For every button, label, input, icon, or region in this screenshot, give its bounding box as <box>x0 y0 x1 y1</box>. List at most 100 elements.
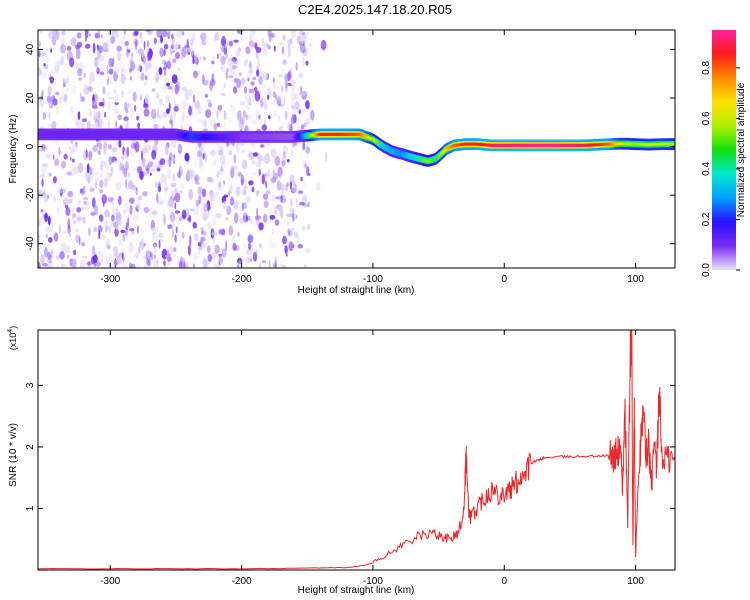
noise-blob <box>146 40 150 47</box>
noise-blob <box>282 59 287 65</box>
noise-blob <box>65 207 71 217</box>
noise-blob <box>158 98 163 105</box>
noise-blob <box>126 146 130 157</box>
noise-blob <box>152 115 158 123</box>
noise-blob <box>62 91 64 97</box>
noise-blob <box>267 94 270 101</box>
snr-ytick-label: 2 <box>25 444 36 450</box>
noise-blob <box>202 128 209 132</box>
noise-blob <box>125 221 129 231</box>
noise-blob <box>191 106 194 117</box>
noise-blob <box>247 234 254 243</box>
noise-blob <box>143 207 150 213</box>
noise-blob <box>52 30 58 36</box>
noise-blob <box>218 229 223 235</box>
noise-blob <box>99 171 103 178</box>
noise-blob <box>115 220 120 231</box>
noise-blob <box>120 229 126 234</box>
noise-blob <box>291 186 298 193</box>
noise-blob <box>128 241 134 253</box>
noise-blob <box>88 151 93 161</box>
noise-blob <box>273 45 276 52</box>
noise-blob <box>117 161 123 172</box>
noise-blob <box>69 157 72 161</box>
noise-blob <box>39 256 42 267</box>
noise-blob <box>46 111 52 116</box>
noise-blob <box>211 232 218 236</box>
noise-blob <box>171 190 175 199</box>
snr-xtick-label: 100 <box>627 576 644 587</box>
noise-blob <box>164 157 169 161</box>
noise-blob <box>109 173 113 177</box>
noise-blob <box>93 112 98 123</box>
noise-blob <box>107 261 110 266</box>
snr-xtick-label: -100 <box>363 576 383 587</box>
noise-blob <box>292 114 295 118</box>
noise-blob <box>237 171 243 177</box>
noise-blob <box>202 153 205 160</box>
noise-blob <box>43 63 46 67</box>
noise-blob <box>129 197 135 204</box>
noise-blob <box>252 222 255 226</box>
noise-blob <box>281 160 286 167</box>
noise-blob <box>201 150 206 154</box>
noise-blob <box>264 173 268 177</box>
noise-blob <box>299 201 305 206</box>
noise-blob <box>127 49 131 53</box>
noise-blob <box>302 140 306 151</box>
noise-blob <box>171 74 178 84</box>
noise-blob <box>96 110 99 115</box>
snr-ytick-label: 1 <box>25 505 36 511</box>
noise-blob <box>295 214 298 219</box>
spectrogram-xtick-label: 0 <box>501 274 507 285</box>
noise-blob <box>221 93 226 96</box>
noise-blob <box>67 218 71 230</box>
noise-blob <box>197 245 201 256</box>
noise-blob <box>100 165 103 171</box>
noise-blob <box>207 176 213 183</box>
noise-blob <box>225 53 229 60</box>
noise-blob <box>164 145 169 156</box>
noise-blob <box>75 62 79 70</box>
noise-blob <box>305 146 311 154</box>
noise-blob <box>58 146 61 156</box>
noise-blob <box>305 248 311 254</box>
noise-blob <box>164 185 167 194</box>
noise-blob <box>150 172 152 176</box>
noise-blob <box>39 243 42 255</box>
noise-blob <box>51 104 53 109</box>
noise-blob <box>82 118 87 123</box>
noise-blob <box>153 253 156 260</box>
noise-blob <box>267 31 272 39</box>
noise-blob <box>258 114 261 120</box>
noise-blob <box>199 55 202 62</box>
noise-blob <box>116 45 122 52</box>
noise-blob <box>94 263 96 267</box>
noise-blob <box>181 31 185 36</box>
noise-blob <box>248 88 252 94</box>
noise-blob <box>113 251 117 257</box>
noise-blob <box>228 40 234 47</box>
noise-blob <box>99 179 104 189</box>
noise-blob <box>261 83 267 90</box>
noise-blob <box>139 245 142 255</box>
noise-blob <box>174 202 177 210</box>
noise-blob <box>258 75 263 85</box>
noise-blob <box>40 97 45 109</box>
noise-blob <box>107 196 114 203</box>
noise-blob <box>228 191 231 197</box>
noise-blob <box>260 210 262 217</box>
noise-blob <box>290 37 293 45</box>
noise-blob <box>121 154 125 161</box>
noise-blob <box>249 30 256 36</box>
noise-blob <box>145 167 150 175</box>
noise-blob <box>268 170 274 177</box>
noise-blob <box>168 156 172 168</box>
noise-blob <box>184 263 189 268</box>
noise-blob <box>255 215 261 220</box>
noise-blob <box>77 111 81 121</box>
noise-blob <box>306 31 309 36</box>
noise-blob <box>146 257 149 266</box>
noise-blob <box>144 159 147 164</box>
noise-blob <box>214 32 220 41</box>
